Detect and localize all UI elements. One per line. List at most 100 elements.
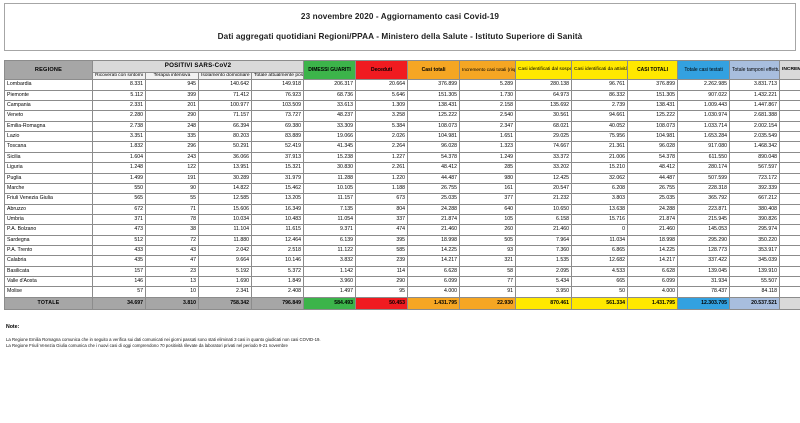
cell-dimessi-guariti: 10.105: [303, 182, 357, 195]
cell-casi-totali-2: 18.998: [627, 234, 679, 246]
cell-incremento-tamponi: 10.551: [779, 141, 800, 153]
cell-total-casi-totali-2: 1.431.795: [627, 296, 679, 310]
cell-terapia-intensiva: 248: [145, 120, 199, 133]
cell-deceduti: 2.261: [355, 162, 409, 174]
cell-ricoverati-con-sintomi: 2.331: [92, 100, 146, 112]
cell-incremento-tamponi: 2.831: [779, 162, 800, 174]
header-casi-totali: Casi totali: [407, 59, 461, 81]
cell-incremento-tamponi: 383: [779, 265, 800, 277]
table-row: Liguria 1.248 122 13.951 15.321 30.830 2.261 48…: [4, 162, 800, 174]
cell-totale-tamponi-effettuati: 390.826: [729, 213, 781, 226]
cell-dimessi-guariti: 19.066: [303, 131, 357, 143]
cell-dimessi-guariti: 33.613: [303, 100, 357, 112]
cell-incremento-casi-totali: 58: [459, 265, 517, 277]
cell-deceduti: 5.384: [355, 120, 409, 133]
cell-casi-totali: 26.755: [407, 182, 461, 195]
cell-isolamento-domiciliare: 140.642: [198, 79, 252, 91]
cell-ricoverati-con-sintomi: 550: [92, 182, 146, 195]
table-row: Toscana 1.832 296 50.291 52.419 41.345 2.264 96…: [4, 141, 800, 153]
cell-casi-sospetto-diagnostico: 33.372: [515, 151, 573, 164]
cell-totale-attualmente-positivi: 31.979: [250, 172, 305, 184]
cell-casi-totali: 108.073: [407, 120, 461, 133]
cell-regione: Campania: [4, 100, 93, 112]
cell-casi-totali-2: 125.222: [627, 110, 679, 122]
cell-totale-tamponi-effettuati: 139.910: [729, 265, 781, 277]
cell-deceduti: 673: [355, 193, 409, 205]
cell-total-casi-totali: 1.431.795: [407, 296, 461, 310]
cell-casi-sospetto-diagnostico: 280.138: [515, 79, 573, 91]
cell-casi-totali: 6.099: [407, 275, 461, 288]
cell-deceduti: 20.664: [355, 79, 409, 91]
cell-regione: Veneto: [4, 110, 93, 122]
header-row-groups: REGIONE POSITIVI SARS-CoV2 DIMESSI GUARI…: [4, 59, 800, 81]
cell-totale-casi-testati: 139.045: [677, 265, 731, 277]
cell-total-dimessi-guariti: 584.493: [303, 296, 357, 310]
cell-totale-attualmente-positivi: 15.321: [250, 162, 305, 174]
cell-incremento-tamponi: 1.468: [779, 224, 800, 236]
cell-casi-screening: 3.803: [571, 193, 629, 205]
cell-casi-screening: 6.865: [571, 244, 629, 257]
cell-dimessi-guariti: 6.139: [303, 234, 357, 246]
cell-incremento-tamponi: 448: [779, 213, 800, 226]
cell-casi-screening: 21.006: [571, 151, 629, 164]
cell-casi-screening: 75.956: [571, 131, 629, 143]
table-row: Veneto 2.280 290 71.157 73.727 48.237 3.258 125…: [4, 110, 800, 122]
cell-total-label: TOTALE: [4, 296, 93, 310]
cell-ricoverati-con-sintomi: 1.499: [92, 172, 146, 184]
table-row: Friuli Venezia Giulia 565 55 12.585 13.205 11…: [4, 193, 800, 205]
cell-totale-casi-testati: 31.934: [677, 275, 731, 288]
cell-incremento-casi-totali: 161: [459, 182, 517, 195]
cell-casi-sospetto-diagnostico: 135.692: [515, 100, 573, 112]
header-incremento-tamponi: INCREMENTO TAMPONI: [779, 59, 800, 81]
cell-isolamento-domiciliare: 30.289: [198, 172, 252, 184]
header-totale-tamponi: Totale tamponi effettuati: [729, 59, 781, 81]
cell-ricoverati-con-sintomi: 1.604: [92, 151, 146, 164]
note-line: La Regione Friuli Venezia Giulia comunic…: [6, 342, 288, 348]
cell-deceduti: 95: [355, 286, 409, 298]
cell-isolamento-domiciliare: 2.341: [198, 286, 252, 298]
cell-dimessi-guariti: 11.054: [303, 213, 357, 226]
cell-terapia-intensiva: 90: [145, 182, 199, 195]
cell-casi-screening: 13.638: [571, 203, 629, 215]
cell-totale-attualmente-positivi: 12.464: [250, 234, 305, 246]
cell-deceduti: 3.258: [355, 110, 409, 122]
cell-incremento-casi-totali: 505: [459, 234, 517, 246]
cell-isolamento-domiciliare: 11.104: [198, 224, 252, 236]
cell-incremento-tamponi: 11.148: [779, 110, 800, 122]
cell-terapia-intensiva: 296: [145, 141, 199, 153]
cell-casi-sospetto-diagnostico: 21.460: [515, 224, 573, 236]
cell-isolamento-domiciliare: 14.822: [198, 182, 252, 195]
cell-casi-screening: 6.208: [571, 182, 629, 195]
table-row: Puglia 1.499 191 30.289 31.979 11.288 1.220 44.…: [4, 172, 800, 184]
cell-dimessi-guariti: 9.371: [303, 224, 357, 236]
cell-casi-screening: 15.210: [571, 162, 629, 174]
cell-incremento-casi-totali: 260: [459, 224, 517, 236]
table-row: P.A. Trento 433 43 2.042 2.518 11.122 585 14.22…: [4, 244, 800, 257]
cell-deceduti: 337: [355, 213, 409, 226]
cell-totale-attualmente-positivi: 16.349: [250, 203, 305, 215]
cell-casi-sospetto-diagnostico: 3.950: [515, 286, 573, 298]
cell-casi-screening: 32.062: [571, 172, 629, 184]
cell-isolamento-domiciliare: 50.291: [198, 141, 252, 153]
cell-ricoverati-con-sintomi: 672: [92, 203, 146, 215]
cell-regione: Valle d'Aosta: [4, 275, 93, 288]
cell-casi-sospetto-diagnostico: 29.025: [515, 131, 573, 143]
cell-ricoverati-con-sintomi: 2.280: [92, 110, 146, 122]
cell-totale-tamponi-effettuati: 2.002.154: [729, 120, 781, 133]
cell-casi-screening: 86.332: [571, 89, 629, 102]
cell-isolamento-domiciliare: 100.977: [198, 100, 252, 112]
cell-casi-totali: 21.460: [407, 224, 461, 236]
cell-regione: Piemonte: [4, 89, 93, 102]
cell-totale-attualmente-positivi: 76.923: [250, 89, 305, 102]
cell-incremento-tamponi: 2.589: [779, 234, 800, 246]
cell-incremento-casi-totali: 2.540: [459, 110, 517, 122]
header-dimessi-guariti: DIMESSI GUARITI: [303, 59, 357, 81]
cell-casi-totali: 14.225: [407, 244, 461, 257]
cell-totale-tamponi-effettuati: 353.917: [729, 244, 781, 257]
cell-incremento-tamponi: 11.958: [779, 120, 800, 133]
note-line: La Regione Emilia Romagna comunica che i…: [6, 336, 321, 342]
cell-isolamento-domiciliare: 5.192: [198, 265, 252, 277]
cell-incremento-casi-totali: 1.651: [459, 131, 517, 143]
cell-incremento-tamponi: 1.479: [779, 244, 800, 257]
cell-regione: Liguria: [4, 162, 93, 174]
